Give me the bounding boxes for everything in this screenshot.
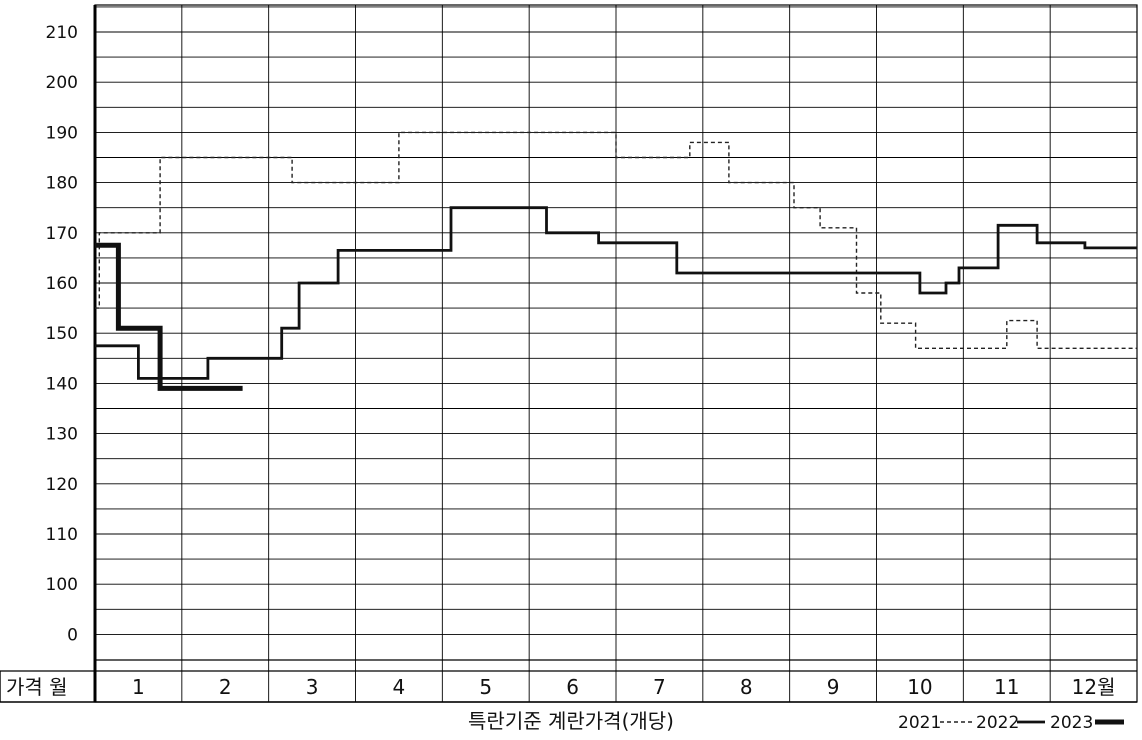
month-label: 6 <box>566 675 579 699</box>
series-line-2023 <box>95 242 243 391</box>
y-tick-label: 190 <box>46 123 78 143</box>
month-label: 12월 <box>1072 675 1116 699</box>
corner-label: 가격 월 <box>6 675 68 699</box>
legend-label-2022: 2022 <box>976 713 1019 733</box>
month-label: 11 <box>994 675 1019 699</box>
month-label: 2 <box>219 675 232 699</box>
y-tick-label: 180 <box>46 174 78 194</box>
legend: 2021 2022 2023 <box>898 713 1124 733</box>
month-labels: 1 2 3 4 5 6 7 8 9 10 11 12월 <box>132 675 1115 699</box>
y-tick-label: 120 <box>46 475 78 495</box>
month-label: 7 <box>653 675 666 699</box>
y-tick-label: 100 <box>46 575 78 595</box>
series-line-2021 <box>95 131 1137 349</box>
month-label: 8 <box>740 675 753 699</box>
month-label: 9 <box>827 675 840 699</box>
y-tick-label: 110 <box>46 525 78 545</box>
legend-label-2023: 2023 <box>1050 713 1093 733</box>
legend-label-2021: 2021 <box>898 713 941 733</box>
y-tick-label: 150 <box>46 324 78 344</box>
series-line-2022 <box>95 206 1137 380</box>
x-axis-title: 특란기준 계란가격(개당) <box>468 709 674 733</box>
y-tick-label: 130 <box>46 425 78 445</box>
month-label: 10 <box>907 675 932 699</box>
y-tick-label: 200 <box>46 73 78 93</box>
series-lines <box>95 131 1137 391</box>
y-tick-label: 170 <box>46 224 78 244</box>
month-label: 5 <box>479 675 492 699</box>
month-label: 4 <box>393 675 406 699</box>
y-tick-label: 140 <box>46 374 78 394</box>
y-tick-label: 0 <box>67 625 78 645</box>
y-tick-label: 210 <box>46 23 78 43</box>
y-tick-label: 160 <box>46 274 78 294</box>
month-label: 3 <box>306 675 319 699</box>
grid <box>0 4 1138 703</box>
y-axis-tick-labels: 210 200 190 180 170 160 150 140 130 120 110 100 0 <box>46 23 78 645</box>
month-label: 1 <box>132 675 145 699</box>
